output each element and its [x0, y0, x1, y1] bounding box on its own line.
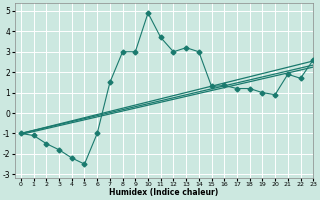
X-axis label: Humidex (Indice chaleur): Humidex (Indice chaleur)	[109, 188, 219, 197]
